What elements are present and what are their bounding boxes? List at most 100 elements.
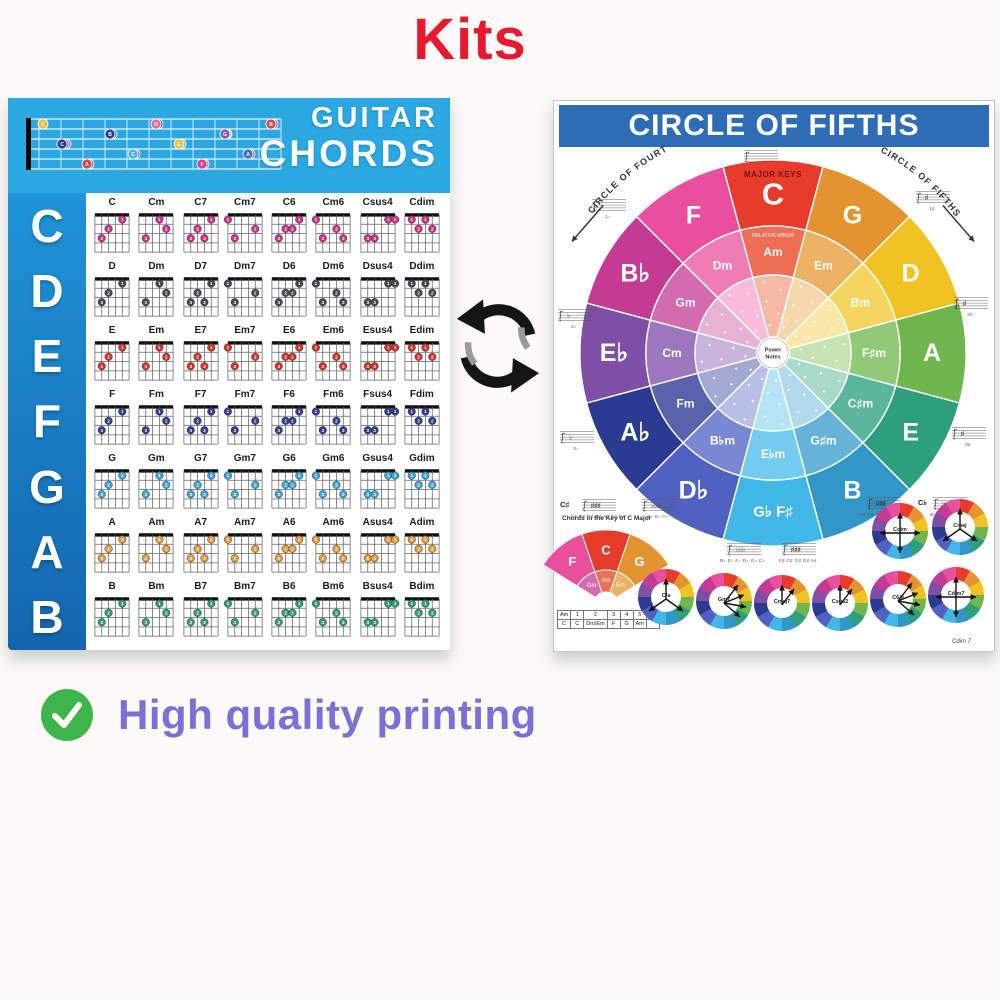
- staff: ♭♭♭ B♭ E♭ A♭ D♭ G♭ C♭: [720, 541, 765, 564]
- svg-text:1: 1: [387, 473, 390, 478]
- svg-text:E: E: [177, 142, 181, 148]
- mini-wheel-label: Cmaj: [953, 523, 967, 529]
- chord-diagram: 32 1: [94, 533, 130, 573]
- svg-text:3: 3: [322, 556, 325, 561]
- svg-text:3: 3: [366, 428, 369, 433]
- svg-text:Fm: Fm: [677, 397, 695, 411]
- svg-text:♭♭♭: ♭♭♭: [736, 546, 745, 554]
- svg-text:1: 1: [227, 601, 230, 606]
- swap-arrows-svg: [456, 299, 540, 393]
- svg-text:Dm: Dm: [713, 259, 732, 273]
- svg-text:2: 2: [284, 418, 287, 423]
- chord-cell-C6: C6 3 2 2 1: [267, 196, 311, 260]
- svg-text:3: 3: [101, 492, 104, 497]
- svg-text:C: C: [762, 177, 784, 212]
- chord-name: Edim: [409, 325, 435, 336]
- chord-diagram: 323 1: [183, 469, 219, 509]
- table-cell: C: [570, 619, 585, 629]
- svg-text:2: 2: [165, 610, 168, 615]
- chord-cell-Am: Am 3 1 2: [134, 516, 178, 580]
- svg-text:1: 1: [298, 217, 301, 222]
- chord-cell-Cm6: Cm6 1 3 2 3: [311, 196, 355, 260]
- chord-diagram: 32 1: [94, 597, 130, 637]
- chord-name: Asus4: [362, 517, 393, 528]
- svg-text:3: 3: [342, 300, 345, 305]
- table-cell: 1: [570, 610, 585, 620]
- chord-diagram: 3 12: [138, 533, 174, 573]
- svg-text:Gm: Gm: [676, 296, 696, 310]
- svg-text:1: 1: [210, 601, 213, 606]
- chord-diagram: 1 3 2: [223, 341, 263, 381]
- chord-name: Adim: [409, 517, 435, 528]
- chord-cell-Fm7: Fm7 1 3 2: [223, 388, 267, 452]
- chord-name: Am7: [234, 517, 256, 528]
- svg-text:2: 2: [431, 226, 434, 231]
- chord-name: Fdim: [409, 389, 434, 400]
- svg-text:1: 1: [210, 537, 213, 542]
- chord-cell-Edim: Edim 1 2 1 2: [400, 324, 444, 388]
- chord-diagram: 1 3 2: [223, 597, 263, 637]
- table-cell: Am: [632, 619, 647, 629]
- ring-staff: ♯ 1♯: [912, 189, 952, 211]
- chord-diagram: 32 21: [271, 469, 307, 509]
- svg-text:3: 3: [101, 556, 104, 561]
- chord-cell-Bm7: Bm7 1 3 2: [223, 580, 267, 644]
- svg-text:2: 2: [417, 546, 420, 551]
- chord-name: C6: [282, 197, 296, 208]
- svg-text:1: 1: [424, 345, 427, 350]
- svg-text:2: 2: [196, 546, 199, 551]
- table-cell: 3: [606, 610, 621, 620]
- svg-text:2: 2: [291, 418, 294, 423]
- svg-text:1: 1: [121, 473, 124, 478]
- chord-diagram: 32 1: [94, 469, 130, 509]
- chord-cell-G7: G7 3 2 3 1: [179, 452, 223, 516]
- wheel-wedge-C: C Am: [722, 159, 824, 339]
- svg-text:1: 1: [424, 409, 427, 414]
- svg-text:2: 2: [336, 418, 339, 423]
- staff-snippet: ♯♯♯: [582, 499, 617, 512]
- svg-text:C: C: [60, 142, 64, 148]
- chord-row-D: D 3 2 1 Dm 3 1 2 D7 3 2 3 1 Dm7 1 3 2 D6 3 2 2 1 Dm6 1 3 2 3 Dsus4 3…: [90, 260, 444, 324]
- chord-diagram: 1 3 2: [223, 213, 263, 253]
- circle-of-fifths-poster: CIRCLE OF FIFTHS C Am G Em D Bm A F♯m E C♯m B G♯m G♭…: [542, 93, 995, 652]
- svg-text:2: 2: [254, 610, 257, 615]
- svg-text:♯: ♯: [961, 431, 964, 438]
- chord-name: Gsus4: [362, 453, 393, 464]
- svg-text:3: 3: [101, 428, 104, 433]
- chord-diagram: 32 21: [271, 277, 307, 317]
- svg-text:1: 1: [227, 473, 230, 478]
- fifths-poster-header: CIRCLE OF FIFTHS: [559, 105, 989, 147]
- svg-text:2: 2: [417, 418, 420, 423]
- chord-cell-Gm6: Gm6 1 3 2 3: [311, 452, 355, 516]
- svg-text:2: 2: [254, 226, 257, 231]
- svg-text:1: 1: [424, 217, 427, 222]
- svg-text:1: 1: [210, 409, 213, 414]
- svg-text:1: 1: [315, 409, 318, 414]
- chord-name: Bdim: [409, 581, 435, 592]
- svg-text:3: 3: [373, 556, 376, 561]
- svg-text:1: 1: [227, 345, 230, 350]
- key-of-c-fan-diagram: F C G Dm Am Em: [542, 529, 670, 599]
- chord-cell-E7: E7 3 2 3 1: [179, 324, 223, 388]
- sidebar-letter-A: A: [30, 526, 64, 579]
- chord-cell-Fm6: Fm6 1 3 2 3: [311, 388, 355, 452]
- svg-text:3: 3: [278, 556, 281, 561]
- svg-text:Em: Em: [616, 583, 625, 589]
- table-row: C C Dm/Em F G Am: [556, 619, 660, 629]
- chord-cell-Dm: Dm 3 1 2: [134, 260, 178, 324]
- staff-snippet: ♯: [954, 297, 988, 310]
- chord-cell-Gdim: Gdim 1 2 1 2: [400, 452, 444, 516]
- chord-diagram: 323 1: [183, 277, 219, 317]
- svg-text:♯: ♯: [925, 195, 928, 202]
- svg-text:3: 3: [145, 364, 148, 369]
- svg-text:3: 3: [145, 620, 148, 625]
- svg-text:1: 1: [227, 281, 230, 286]
- chord-cell-F6: F6 3 2 2 1: [267, 388, 311, 452]
- svg-text:1: 1: [315, 601, 318, 606]
- svg-text:3: 3: [366, 364, 369, 369]
- chord-name: A7: [194, 517, 208, 528]
- svg-text:2: 2: [254, 546, 257, 551]
- svg-text:1: 1: [315, 281, 318, 286]
